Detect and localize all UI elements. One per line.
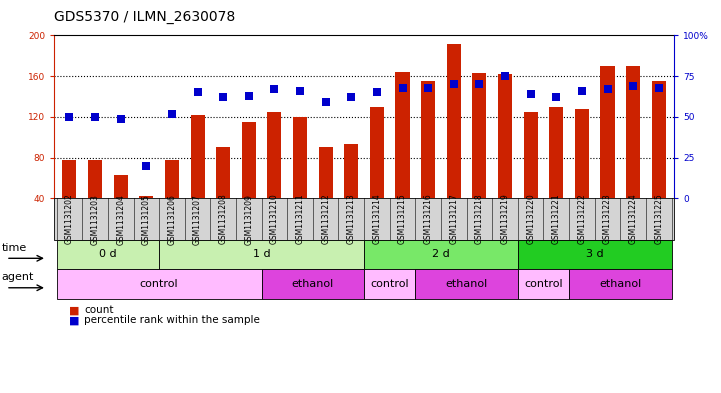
Text: control: control [371, 279, 409, 289]
Bar [472, 73, 487, 239]
Text: GSM1131211: GSM1131211 [296, 194, 304, 244]
Text: GSM1131213: GSM1131213 [347, 194, 355, 244]
Text: GSM1131210: GSM1131210 [270, 194, 279, 244]
Text: GSM1131209: GSM1131209 [244, 194, 253, 244]
Point [499, 73, 510, 79]
Text: GSM1131222: GSM1131222 [578, 194, 586, 244]
Text: ethanol: ethanol [446, 279, 487, 289]
Text: GSM1131218: GSM1131218 [475, 194, 484, 244]
Text: GSM1131224: GSM1131224 [629, 194, 637, 244]
Bar [523, 112, 538, 239]
Text: 0 d: 0 d [99, 250, 117, 259]
Bar [626, 66, 640, 239]
Text: GSM1131223: GSM1131223 [603, 194, 612, 244]
Bar [139, 196, 154, 239]
Text: ■: ■ [68, 315, 79, 325]
Point [218, 94, 229, 101]
Text: 2 d: 2 d [432, 250, 450, 259]
Text: GSM1131225: GSM1131225 [654, 194, 663, 244]
Text: control: control [140, 279, 178, 289]
Bar [88, 160, 102, 239]
Text: time: time [1, 243, 27, 253]
Bar [293, 117, 307, 239]
Text: GSM1131203: GSM1131203 [91, 194, 99, 244]
Bar [447, 44, 461, 239]
Bar [242, 122, 256, 239]
Point [397, 84, 408, 91]
Point [243, 93, 255, 99]
Text: GSM1131206: GSM1131206 [167, 194, 177, 244]
Point [448, 81, 459, 87]
Point [371, 89, 383, 95]
Point [576, 88, 588, 94]
Bar [267, 112, 281, 239]
Point [269, 86, 280, 92]
Point [89, 114, 101, 120]
Point [525, 91, 536, 97]
Text: GSM1131216: GSM1131216 [424, 194, 433, 244]
Bar [114, 175, 128, 239]
Point [423, 84, 434, 91]
Text: GSM1131202: GSM1131202 [65, 194, 74, 244]
Text: GDS5370 / ILMN_2630078: GDS5370 / ILMN_2630078 [54, 10, 235, 24]
Text: 3 d: 3 d [586, 250, 603, 259]
Point [551, 94, 562, 101]
Text: percentile rank within the sample: percentile rank within the sample [84, 315, 260, 325]
Point [141, 163, 152, 169]
Point [115, 116, 126, 122]
Text: ethanol: ethanol [292, 279, 334, 289]
Text: agent: agent [1, 272, 34, 283]
Bar [652, 81, 665, 239]
Bar [165, 160, 179, 239]
Text: GSM1131208: GSM1131208 [218, 194, 228, 244]
Point [602, 86, 614, 92]
Text: 1 d: 1 d [253, 250, 270, 259]
Point [627, 83, 639, 89]
Text: GSM1131214: GSM1131214 [373, 194, 381, 244]
Bar [63, 160, 76, 239]
Bar [319, 147, 332, 239]
Point [294, 88, 306, 94]
Point [345, 94, 357, 101]
Point [192, 89, 203, 95]
Text: ethanol: ethanol [599, 279, 642, 289]
Point [320, 99, 332, 105]
Text: GSM1131215: GSM1131215 [398, 194, 407, 244]
Text: GSM1131205: GSM1131205 [142, 194, 151, 244]
Text: count: count [84, 305, 114, 316]
Text: control: control [524, 279, 563, 289]
Bar [601, 66, 614, 239]
Bar [575, 109, 589, 239]
Text: GSM1131212: GSM1131212 [321, 194, 330, 244]
Bar [549, 107, 563, 239]
Bar [498, 74, 512, 239]
Bar [190, 115, 205, 239]
Text: GSM1131204: GSM1131204 [116, 194, 125, 244]
Bar [421, 81, 435, 239]
Text: GSM1131220: GSM1131220 [526, 194, 535, 244]
Bar [344, 145, 358, 239]
Point [166, 110, 177, 117]
Point [474, 81, 485, 87]
Point [653, 84, 665, 91]
Text: GSM1131221: GSM1131221 [552, 194, 561, 244]
Text: GSM1131219: GSM1131219 [500, 194, 510, 244]
Text: GSM1131207: GSM1131207 [193, 194, 202, 244]
Point [63, 114, 75, 120]
Text: GSM1131217: GSM1131217 [449, 194, 459, 244]
Text: ■: ■ [68, 305, 79, 316]
Bar [370, 107, 384, 239]
Bar [396, 72, 410, 239]
Bar [216, 147, 230, 239]
